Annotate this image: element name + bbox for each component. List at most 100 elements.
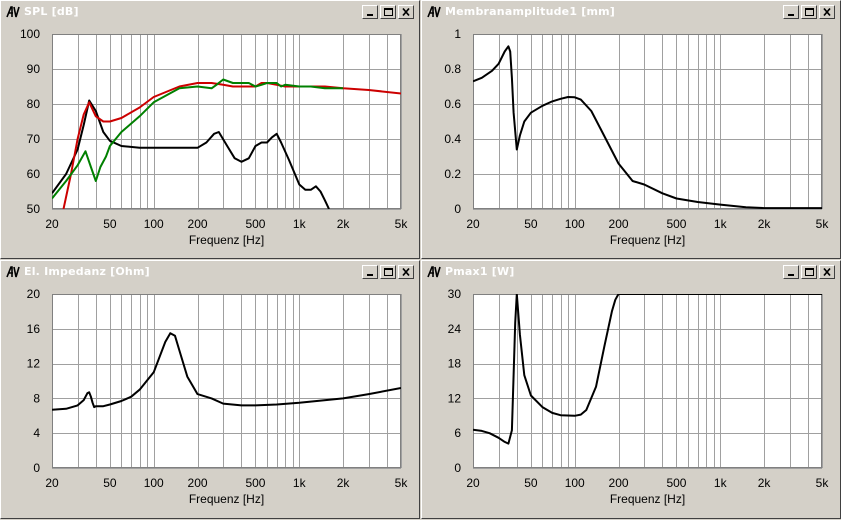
minimize-button[interactable] xyxy=(362,5,378,19)
series-line-0 xyxy=(52,99,330,209)
close-icon xyxy=(402,7,410,17)
membrane-amplitude-chart: 0 0.2 0.4 0.6 0.8 1 20 50 100 200 500 1k 2k 5k Frequen… xyxy=(444,27,830,247)
minimize-button[interactable] xyxy=(362,265,378,279)
maximize-icon xyxy=(384,8,393,16)
x-axis-label: Frequenz [Hz] xyxy=(189,492,264,506)
y-tick-label: 18 xyxy=(448,357,462,371)
y-tick-label: 0.8 xyxy=(444,62,461,76)
x-tick-label: 50 xyxy=(524,217,538,231)
x-tick-label: 5k xyxy=(395,476,409,490)
x-tick-label: 20 xyxy=(45,217,59,231)
x-tick-label: 50 xyxy=(103,476,117,490)
series-line-0 xyxy=(473,294,822,445)
y-tick-label: 0 xyxy=(454,202,461,216)
y-tick-label: 4 xyxy=(33,426,40,440)
window-title: Pmax1 [W] xyxy=(445,265,515,278)
pmax-title-bar[interactable]: Pmax1 [W] xyxy=(423,262,839,283)
y-tick-label: 50 xyxy=(27,202,41,216)
impedance-chart: 0 4 8 12 16 20 20 50 100 200 500 1k 2k 5k Frequenz [Hz… xyxy=(27,287,409,506)
close-icon xyxy=(402,267,410,277)
x-tick-label: 1k xyxy=(714,476,728,490)
x-tick-label: 200 xyxy=(609,476,629,490)
minimize-button[interactable] xyxy=(783,265,799,279)
maximize-button[interactable] xyxy=(801,265,817,279)
y-tick-label: 0 xyxy=(454,461,461,475)
x-tick-label: 100 xyxy=(565,476,585,490)
x-tick-label: 20 xyxy=(466,217,480,231)
maximize-button[interactable] xyxy=(380,5,396,19)
membrane-title-bar[interactable]: Membranamplitude1 [mm] xyxy=(423,2,839,23)
series-line-0 xyxy=(52,332,401,411)
x-tick-label: 200 xyxy=(609,217,629,231)
close-button[interactable] xyxy=(819,265,835,279)
plot-frame xyxy=(52,294,401,468)
x-tick-label: 100 xyxy=(565,217,585,231)
y-tick-label: 6 xyxy=(454,426,461,440)
y-tick-label: 0.6 xyxy=(444,97,461,111)
x-axis-label: Frequenz [Hz] xyxy=(610,492,685,506)
maximize-button[interactable] xyxy=(801,5,817,19)
y-tick-label: 8 xyxy=(33,391,40,405)
x-axis-label: Frequenz [Hz] xyxy=(189,233,264,247)
window-title: El. Impedanz [Ohm] xyxy=(24,265,150,278)
y-tick-label: 24 xyxy=(448,322,462,336)
spl-chart: 50 60 70 80 90 100 20 50 100 200 500 1k 2k 5k Frequenz… xyxy=(20,27,408,247)
x-tick-label: 1k xyxy=(293,476,307,490)
y-tick-label: 20 xyxy=(27,287,41,301)
minimize-icon xyxy=(788,274,794,276)
maximize-button[interactable] xyxy=(380,265,396,279)
grid xyxy=(473,34,823,210)
minimize-button[interactable] xyxy=(783,5,799,19)
x-axis-label: Frequenz [Hz] xyxy=(610,233,685,247)
maximize-icon xyxy=(805,8,814,16)
y-tick-label: 100 xyxy=(20,27,40,41)
x-tick-label: 500 xyxy=(666,476,686,490)
close-button[interactable] xyxy=(398,265,414,279)
series-line-0 xyxy=(473,45,822,209)
x-tick-label: 100 xyxy=(144,476,164,490)
spl-title-bar[interactable]: SPL [dB] xyxy=(2,2,418,23)
x-tick-label: 5k xyxy=(816,217,830,231)
window-title: SPL [dB] xyxy=(24,5,79,18)
app-logo-icon xyxy=(427,6,441,18)
x-tick-label: 2k xyxy=(758,476,772,490)
pmax-chart: 0 6 12 18 24 30 20 50 100 200 500 1k 2k 5k Frequenz [H… xyxy=(448,287,830,506)
x-tick-label: 1k xyxy=(714,217,728,231)
x-tick-label: 50 xyxy=(103,217,117,231)
y-tick-label: 70 xyxy=(27,132,41,146)
minimize-icon xyxy=(788,14,794,16)
x-tick-label: 20 xyxy=(45,476,59,490)
x-tick-label: 200 xyxy=(188,217,208,231)
pmax-window: Pmax1 [W] 0 6 12 18 24 30 20 50 100 200 500 1k 2k 5k F… xyxy=(421,260,841,519)
y-tick-label: 12 xyxy=(27,357,41,371)
app-logo-icon xyxy=(6,6,20,18)
x-tick-label: 2k xyxy=(337,476,351,490)
app-logo-icon xyxy=(6,266,20,278)
y-tick-label: 0.4 xyxy=(444,132,461,146)
plot-frame xyxy=(473,34,822,209)
x-tick-label: 500 xyxy=(666,217,686,231)
y-tick-label: 0.2 xyxy=(444,167,461,181)
close-button[interactable] xyxy=(398,5,414,19)
close-icon xyxy=(823,7,831,17)
y-tick-label: 16 xyxy=(27,322,41,336)
x-tick-label: 2k xyxy=(337,217,351,231)
y-tick-label: 12 xyxy=(448,391,462,405)
maximize-icon xyxy=(805,268,814,276)
minimize-icon xyxy=(367,14,373,16)
close-button[interactable] xyxy=(819,5,835,19)
y-tick-label: 1 xyxy=(454,27,461,41)
x-tick-label: 20 xyxy=(466,476,480,490)
grid xyxy=(473,294,823,469)
y-tick-label: 30 xyxy=(448,287,462,301)
maximize-icon xyxy=(384,268,393,276)
series-line-2 xyxy=(52,78,344,200)
close-icon xyxy=(823,267,831,277)
minimize-icon xyxy=(367,274,373,276)
impedance-window: El. Impedanz [Ohm] 0 4 8 12 16 20 20 50 100 200 50… xyxy=(0,260,420,519)
x-tick-label: 5k xyxy=(816,476,830,490)
y-tick-label: 80 xyxy=(27,97,41,111)
impedance-title-bar[interactable]: El. Impedanz [Ohm] xyxy=(2,262,418,283)
y-tick-label: 60 xyxy=(27,167,41,181)
spl-window: SPL [dB] 50 60 70 80 90 100 20 50 100 200 500 1k 2k 5… xyxy=(0,0,420,259)
